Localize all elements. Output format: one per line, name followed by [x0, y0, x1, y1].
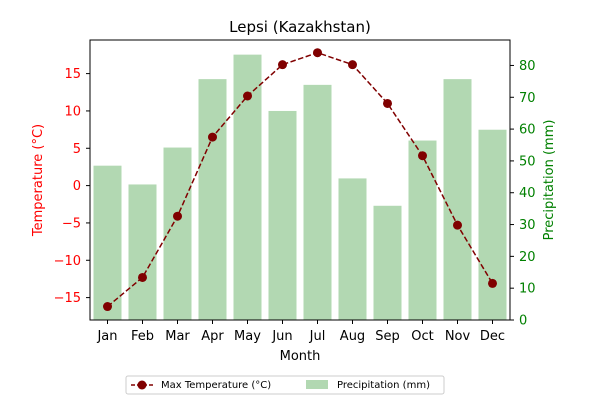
- plot-frame: [89, 39, 511, 321]
- temperature-point-aug: [348, 60, 357, 70]
- precipitation-bar-jul: [303, 84, 332, 320]
- right-axis-title: Precipitation (mm): [542, 120, 557, 241]
- x-tick-label: Dec: [480, 329, 505, 344]
- x-tick-label: Oct: [411, 329, 433, 344]
- x-tick-label: Feb: [131, 329, 154, 344]
- temperature-point-oct: [418, 151, 427, 161]
- legend: Max Temperature (°C) Precipitation (mm): [125, 375, 445, 395]
- temperature-point-apr: [208, 132, 217, 142]
- legend-frame: [125, 375, 445, 395]
- temperature-point-may: [243, 91, 252, 101]
- temperature-line-path: [107, 51, 494, 308]
- legend-label-precipitation: Precipitation (mm): [337, 380, 430, 391]
- left-axis-title: Temperature (°C): [31, 124, 46, 237]
- temperature-point-nov: [453, 220, 462, 230]
- left-y-tick-label: 5: [73, 142, 81, 157]
- left-y-tick-label: 0: [73, 179, 81, 194]
- left-y-tick-label: −15: [54, 291, 81, 306]
- right-y-tick-label: 50: [519, 154, 536, 169]
- x-tick-label: Jan: [96, 329, 117, 344]
- precipitation-bars: [93, 54, 507, 321]
- x-axis-title: Month: [280, 349, 321, 364]
- x-tick-label: Jun: [271, 329, 292, 344]
- right-y-axis: 0 10 20 30 40 50 60 70 80: [510, 59, 536, 329]
- x-tick-label: Aug: [340, 329, 365, 344]
- temperature-point-dec: [488, 278, 497, 288]
- x-axis: Jan Feb Mar Apr May Jun Jul Aug Sep Oct Nov Dec: [96, 320, 505, 344]
- left-y-tick-label: −10: [54, 254, 81, 269]
- temperature-point-jul: [313, 48, 322, 58]
- right-y-tick-label: 10: [519, 282, 536, 297]
- precipitation-bar-nov: [443, 79, 472, 321]
- right-y-tick-label: 40: [519, 186, 536, 201]
- temperature-line: [103, 48, 497, 312]
- x-tick-label: Apr: [201, 329, 224, 344]
- left-y-tick-label: 15: [64, 67, 81, 82]
- right-y-tick-label: 20: [519, 250, 536, 265]
- temperature-point-feb: [138, 272, 147, 282]
- x-tick-label: Sep: [375, 329, 400, 344]
- legend-bar-swatch: [306, 380, 328, 389]
- temperature-point-sep: [383, 98, 392, 108]
- precipitation-bar-mar: [163, 147, 192, 320]
- precipitation-bar-dec: [478, 129, 507, 320]
- x-tick-label: May: [234, 329, 261, 344]
- left-y-tick-label: −5: [62, 216, 81, 231]
- right-y-tick-label: 60: [519, 123, 536, 138]
- right-y-tick-label: 0: [519, 314, 527, 329]
- precipitation-bar-oct: [408, 140, 437, 320]
- precipitation-bar-jan: [93, 165, 122, 320]
- right-y-tick-label: 30: [519, 218, 536, 233]
- precipitation-bar-feb: [128, 184, 157, 320]
- precipitation-bar-sep: [373, 205, 402, 320]
- x-tick-label: Nov: [445, 329, 471, 344]
- temperature-point-jun: [278, 60, 287, 70]
- right-y-tick-label: 70: [519, 91, 536, 106]
- left-y-axis: −15 −10 −5 0 5 10 15: [54, 67, 90, 306]
- x-tick-label: Mar: [165, 329, 190, 344]
- precipitation-bar-apr: [198, 79, 227, 321]
- legend-label-temperature: Max Temperature (°C): [161, 380, 271, 391]
- chart-title: Lepsi (Kazakhstan): [229, 18, 371, 36]
- left-y-tick-label: 10: [64, 104, 81, 119]
- temperature-point-jan: [103, 302, 112, 312]
- precipitation-bar-aug: [338, 178, 367, 320]
- legend-line-marker: [137, 380, 147, 390]
- x-tick-label: Jul: [309, 329, 326, 344]
- right-y-tick-label: 80: [519, 59, 536, 74]
- precipitation-bar-jun: [268, 110, 297, 320]
- temperature-point-mar: [173, 211, 182, 221]
